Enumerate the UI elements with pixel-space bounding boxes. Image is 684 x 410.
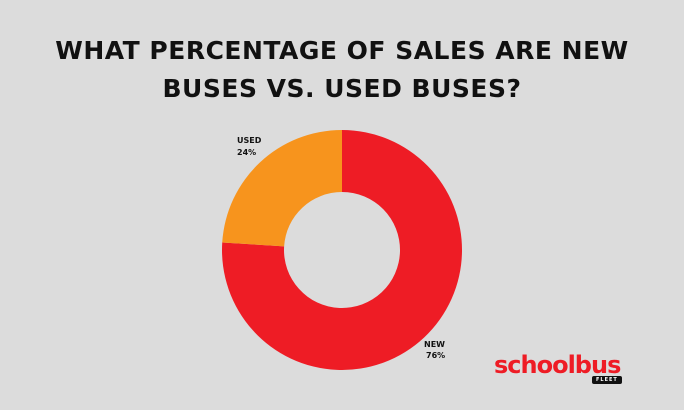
logo-fleet-tag: FLEET <box>592 376 622 384</box>
slice-label-used: USED <box>237 136 262 145</box>
slice-label-new: NEW <box>424 340 445 349</box>
slice-value-used: 24% <box>237 148 256 157</box>
donut-slice-new <box>221 130 462 370</box>
chart-title: WHAT PERCENTAGE OF SALES ARE NEW BUSES V… <box>0 32 684 108</box>
donut-slice-used <box>222 130 342 247</box>
chart-title-line-1: WHAT PERCENTAGE OF SALES ARE NEW <box>55 36 629 65</box>
chart-title-line-2: BUSES VS. USED BUSES? <box>162 74 522 103</box>
logo-wordmark: schoolbus <box>494 351 621 379</box>
schoolbus-fleet-logo: schoolbus FLEET <box>494 352 644 392</box>
slice-value-new: 76% <box>426 351 445 360</box>
donut-slices <box>221 130 462 370</box>
